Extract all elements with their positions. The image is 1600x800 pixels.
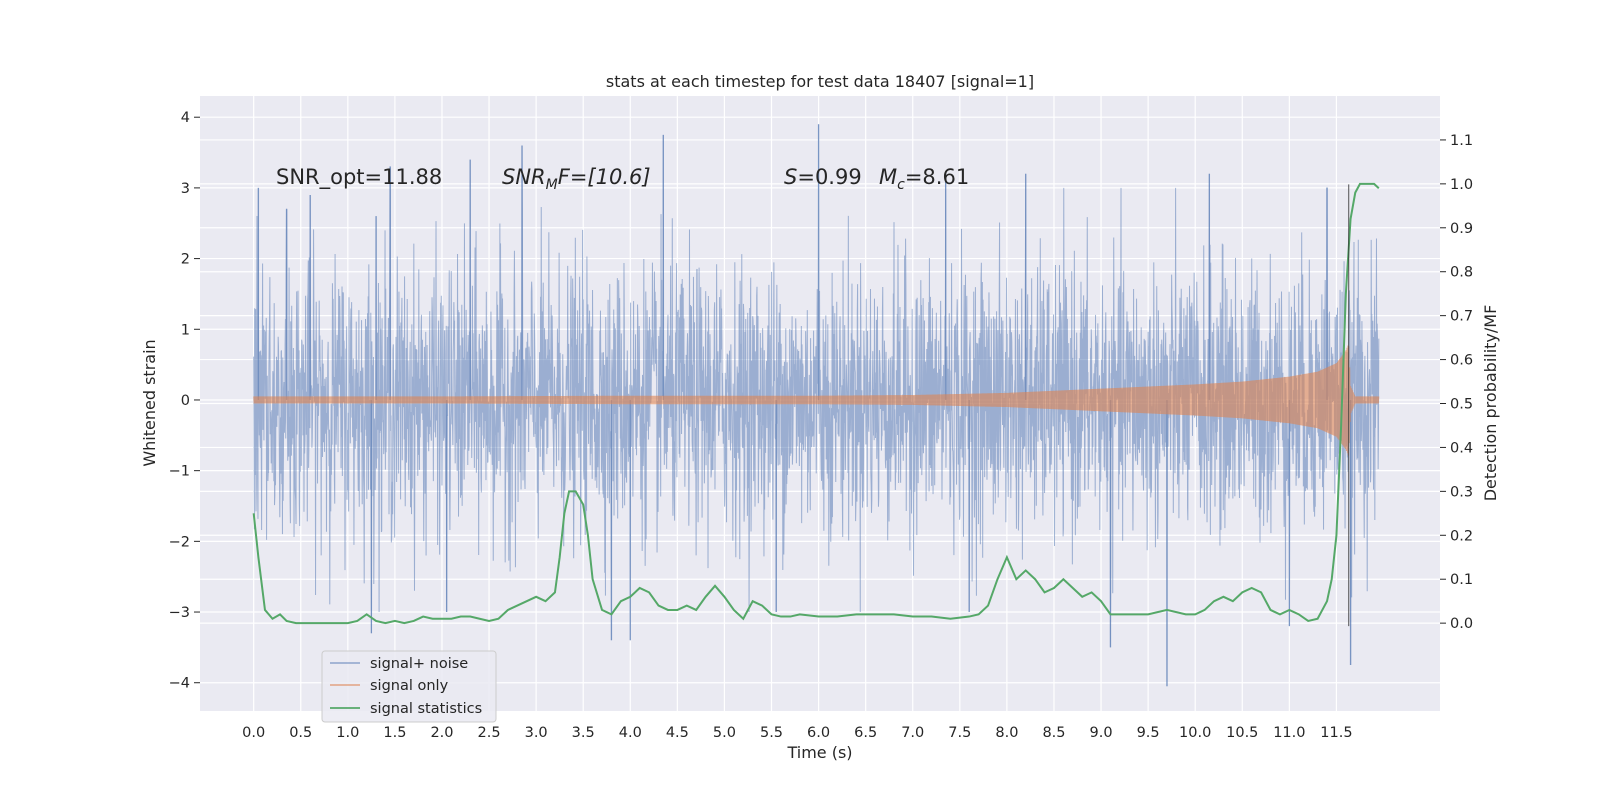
y-left-tick-label: −4 xyxy=(169,676,190,692)
y-left-tick-label: 3 xyxy=(181,181,190,197)
noise-series xyxy=(253,124,1380,687)
annotation-snr-opt: SNR_opt=11.88 xyxy=(276,165,442,190)
x-tick-label: 9.0 xyxy=(1090,725,1113,741)
legend-label-signal: signal only xyxy=(370,678,449,694)
annotation-snr-mf: SNRMF=[10.6] xyxy=(502,165,651,193)
annotation-s: S=0.99 xyxy=(784,165,862,189)
x-tick-label: 0.5 xyxy=(289,725,312,741)
y-left-tick-label: −3 xyxy=(169,605,190,621)
x-tick-label: 6.0 xyxy=(807,725,830,741)
y-right-tick-label: 0.9 xyxy=(1450,221,1473,237)
y-right-tick-label: 0.6 xyxy=(1450,353,1473,369)
x-tick-label: 8.0 xyxy=(995,725,1018,741)
signal-trace xyxy=(253,345,1380,456)
chart-title: stats at each timestep for test data 184… xyxy=(606,72,1034,91)
y-left-tick-label: −2 xyxy=(169,534,190,550)
x-tick-label: 1.5 xyxy=(383,725,406,741)
signal-series xyxy=(253,345,1380,456)
y-right-tick-label: 0.8 xyxy=(1450,265,1473,281)
y-right-tick-label: 1.0 xyxy=(1450,177,1473,193)
x-tick-label: 6.5 xyxy=(854,725,877,741)
x-tick-label: 5.5 xyxy=(760,725,783,741)
annotation-mc: Mc=8.61 xyxy=(879,165,969,193)
y-right-tick-label: 1.1 xyxy=(1450,133,1473,149)
y-right-tick-label: 0.1 xyxy=(1450,572,1473,588)
x-tick-label: 10.5 xyxy=(1226,725,1258,741)
y-right-tick-label: 0.7 xyxy=(1450,309,1473,325)
x-tick-label: 11.5 xyxy=(1320,725,1352,741)
annotation-snr-mf-sub: M xyxy=(546,177,558,193)
x-tick-label: 0.0 xyxy=(242,725,265,741)
annotations: SNR_opt=11.88 SNRMF=[10.6] S=0.99 Mc=8.6… xyxy=(276,165,969,193)
x-axis-label: Time (s) xyxy=(786,743,852,762)
legend-label-stats: signal statistics xyxy=(370,701,482,717)
x-tick-label: 7.0 xyxy=(901,725,924,741)
x-tick-label: 11.0 xyxy=(1273,725,1305,741)
x-tick-label: 1.0 xyxy=(336,725,359,741)
x-tick-label: 9.5 xyxy=(1137,725,1160,741)
annotation-s-name: S xyxy=(784,165,797,189)
x-tick-label: 2.5 xyxy=(478,725,501,741)
annotation-snr-mf-rest: F=[10.6] xyxy=(558,165,651,189)
x-tick-label: 3.0 xyxy=(525,725,548,741)
x-tick-label: 10.0 xyxy=(1179,725,1211,741)
ticks: 0.0 0.5 1.0 1.5 2.0 2.5 3.0 3.5 4.0 4.5 5.0 5.5 6.0 6… xyxy=(169,110,1473,741)
y-left-tick-label: 2 xyxy=(181,252,190,268)
stats-series xyxy=(252,182,1380,625)
y-right-tick-label: 0.2 xyxy=(1450,528,1473,544)
noise-trace xyxy=(253,124,1380,687)
x-tick-label: 8.5 xyxy=(1042,725,1065,741)
annotation-mc-value: =8.61 xyxy=(905,165,969,189)
x-tick-label: 2.0 xyxy=(430,725,453,741)
legend-label-noise: signal+ noise xyxy=(370,656,468,672)
x-tick-label: 7.5 xyxy=(948,725,971,741)
y-left-tick-label: 1 xyxy=(181,322,190,338)
legend-box xyxy=(321,650,497,723)
x-tick-label: 4.0 xyxy=(619,725,642,741)
y-right-tick-label: 0.0 xyxy=(1450,616,1473,632)
y-left-tick-label: 0 xyxy=(181,393,190,409)
y-right-tick-label: 0.3 xyxy=(1450,484,1473,500)
y-axis-label-left: Whitened strain xyxy=(140,339,159,466)
annotation-mc-name: M xyxy=(879,165,897,189)
annotation-snr-mf-name: SNR xyxy=(502,165,546,189)
annotation-s-value: =0.99 xyxy=(797,165,861,189)
y-left-tick-label: 4 xyxy=(181,110,190,126)
y-right-tick-label: 0.4 xyxy=(1450,440,1473,456)
stats-trace xyxy=(252,182,1380,625)
legend: signal+ noise signal only signal statist… xyxy=(321,650,497,723)
y-left-tick-label: −1 xyxy=(169,464,190,480)
x-tick-label: 5.0 xyxy=(713,725,736,741)
annotation-mc-sub: c xyxy=(897,177,905,193)
x-tick-label: 3.5 xyxy=(572,725,595,741)
y-right-tick-label: 0.5 xyxy=(1450,397,1473,413)
y-axis-label-right: Detection probability/MF xyxy=(1481,305,1500,502)
x-tick-label: 4.5 xyxy=(666,725,689,741)
